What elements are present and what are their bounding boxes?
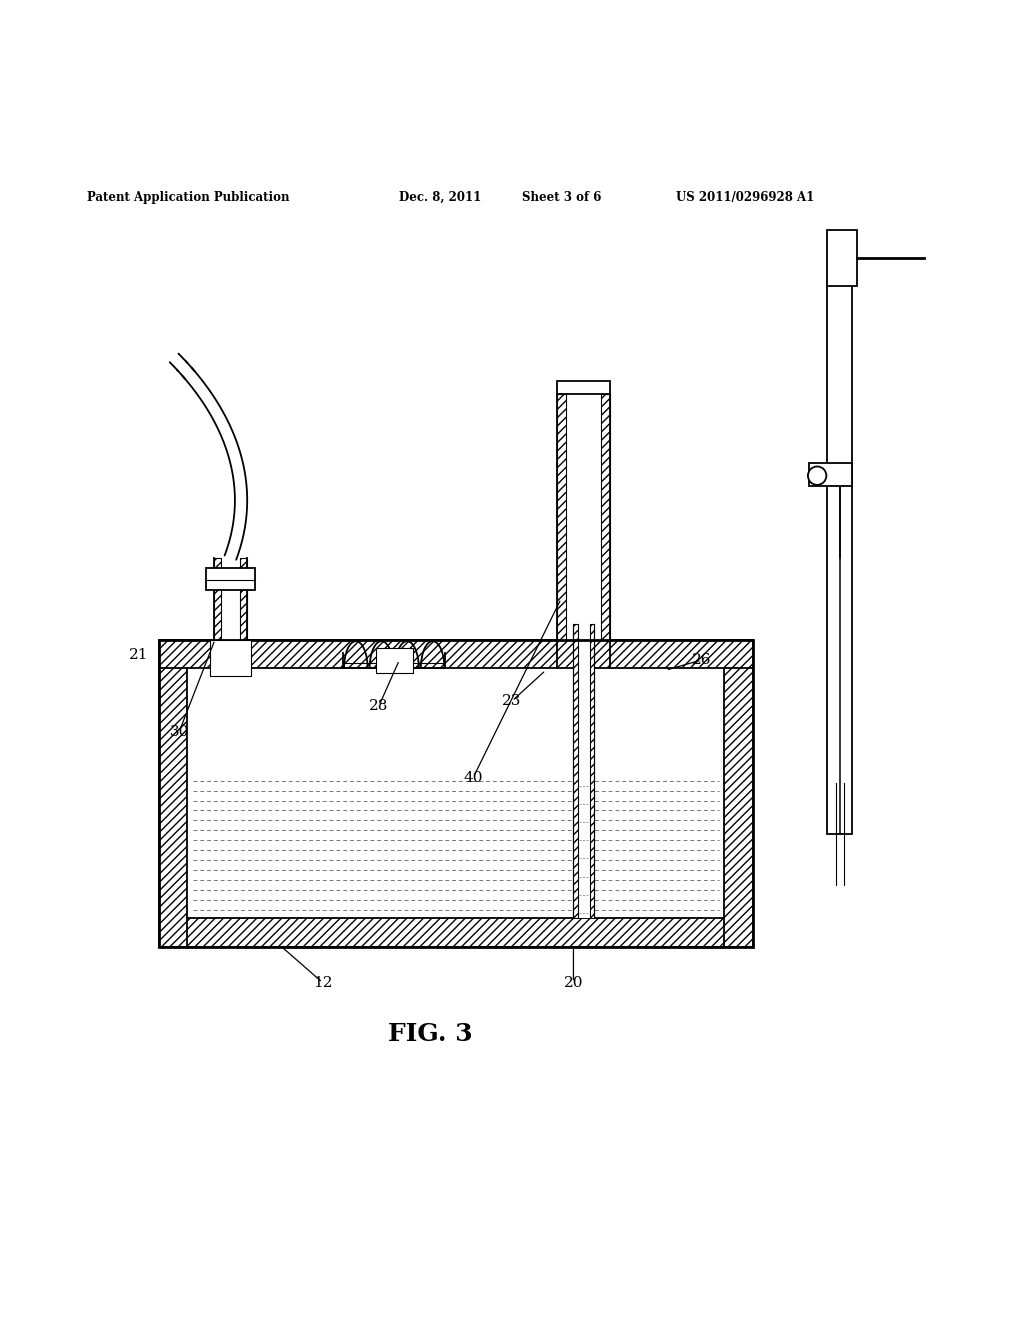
Bar — [590, 624, 594, 917]
Polygon shape — [196, 385, 208, 396]
Polygon shape — [232, 524, 245, 531]
Bar — [214, 557, 221, 668]
Polygon shape — [176, 360, 187, 372]
Bar — [578, 624, 590, 917]
Bar — [206, 568, 255, 590]
Bar — [573, 624, 578, 917]
Polygon shape — [211, 411, 223, 420]
Polygon shape — [227, 447, 240, 455]
Polygon shape — [189, 378, 202, 387]
Bar — [827, 230, 857, 286]
Polygon shape — [230, 462, 244, 469]
Polygon shape — [233, 520, 246, 525]
Polygon shape — [206, 400, 218, 411]
Text: FIG. 3: FIG. 3 — [388, 1022, 472, 1045]
Polygon shape — [202, 395, 214, 404]
Polygon shape — [224, 552, 238, 560]
Bar — [221, 557, 240, 668]
Polygon shape — [230, 532, 244, 539]
Polygon shape — [221, 430, 233, 438]
Bar — [557, 393, 566, 639]
Polygon shape — [233, 478, 246, 483]
Polygon shape — [194, 383, 206, 393]
Polygon shape — [229, 455, 242, 462]
Polygon shape — [234, 512, 247, 517]
Polygon shape — [170, 354, 181, 364]
Polygon shape — [200, 391, 212, 401]
Bar — [827, 281, 852, 834]
Bar — [159, 639, 753, 946]
Polygon shape — [181, 366, 193, 376]
Text: 12: 12 — [312, 975, 333, 990]
Polygon shape — [232, 474, 246, 479]
Bar — [210, 639, 251, 676]
Text: 21: 21 — [128, 648, 148, 661]
Bar — [187, 668, 724, 917]
Circle shape — [808, 466, 826, 484]
Polygon shape — [234, 502, 247, 506]
Text: 40: 40 — [463, 771, 483, 785]
Polygon shape — [198, 388, 210, 399]
Bar — [240, 557, 247, 668]
Polygon shape — [210, 407, 222, 416]
Bar — [159, 639, 187, 946]
Polygon shape — [230, 458, 243, 465]
Polygon shape — [233, 516, 247, 521]
Bar — [724, 639, 753, 946]
Polygon shape — [231, 466, 245, 473]
Polygon shape — [234, 486, 247, 490]
Polygon shape — [191, 380, 204, 389]
Polygon shape — [226, 548, 240, 556]
Polygon shape — [187, 374, 200, 384]
Bar — [159, 917, 753, 946]
Polygon shape — [231, 528, 245, 535]
Polygon shape — [204, 397, 216, 407]
Polygon shape — [234, 506, 247, 510]
Bar — [159, 639, 753, 668]
Text: 23: 23 — [503, 694, 521, 708]
Polygon shape — [232, 470, 245, 475]
Bar — [566, 393, 601, 639]
Polygon shape — [227, 544, 241, 552]
Polygon shape — [208, 404, 220, 413]
Polygon shape — [234, 490, 247, 494]
Text: 30: 30 — [170, 725, 188, 739]
Polygon shape — [229, 536, 243, 543]
Text: 26: 26 — [691, 653, 712, 667]
Polygon shape — [234, 494, 247, 498]
Text: Patent Application Publication: Patent Application Publication — [87, 190, 290, 203]
Bar — [376, 648, 413, 673]
Polygon shape — [234, 498, 247, 502]
Polygon shape — [228, 540, 242, 546]
Polygon shape — [228, 451, 241, 458]
Polygon shape — [213, 413, 225, 422]
Polygon shape — [224, 441, 238, 447]
Text: Sheet 3 of 6: Sheet 3 of 6 — [522, 190, 602, 203]
Polygon shape — [222, 433, 234, 441]
Polygon shape — [216, 420, 228, 429]
Polygon shape — [179, 363, 190, 375]
Polygon shape — [218, 424, 230, 432]
Polygon shape — [215, 417, 227, 425]
Text: 28: 28 — [370, 700, 388, 713]
Polygon shape — [223, 437, 237, 445]
Polygon shape — [234, 508, 247, 513]
Bar — [809, 463, 852, 486]
Bar — [557, 381, 610, 393]
Polygon shape — [233, 482, 247, 487]
Polygon shape — [219, 426, 232, 434]
Polygon shape — [226, 444, 239, 451]
Bar — [601, 393, 610, 639]
Text: 20: 20 — [563, 975, 584, 990]
Polygon shape — [172, 356, 183, 367]
Text: US 2011/0296928 A1: US 2011/0296928 A1 — [676, 190, 814, 203]
Text: Dec. 8, 2011: Dec. 8, 2011 — [399, 190, 481, 203]
Polygon shape — [185, 371, 197, 381]
Polygon shape — [174, 359, 185, 370]
Polygon shape — [183, 368, 195, 379]
